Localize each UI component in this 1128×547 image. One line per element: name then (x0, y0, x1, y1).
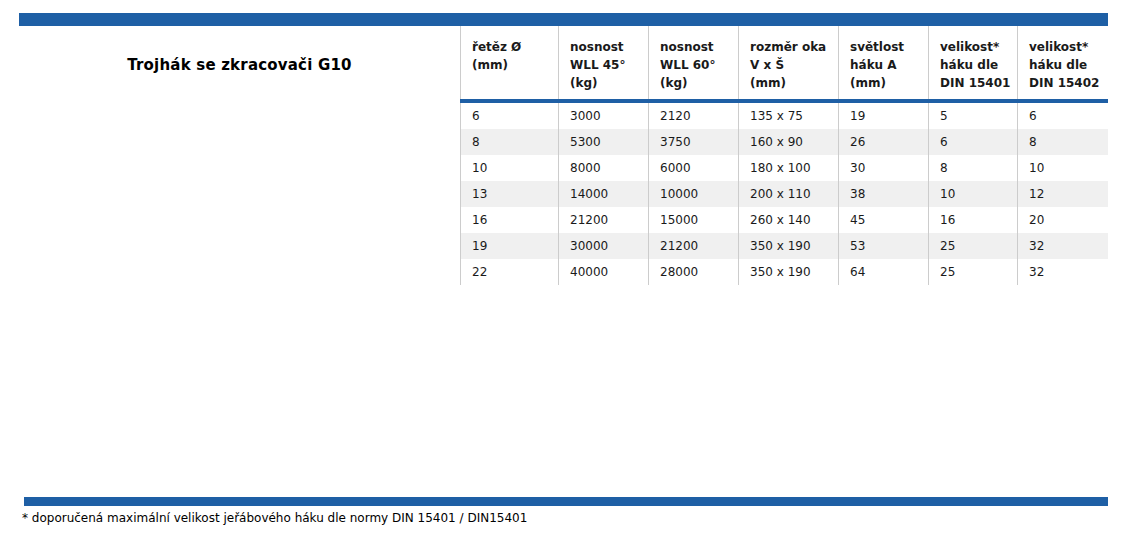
table-cell: 10 (928, 181, 1017, 207)
table-cell: 20 (1017, 207, 1108, 233)
table-row: 162120015000260 x 140451620 (460, 207, 1108, 233)
table-cell: 64 (838, 259, 928, 285)
table-cell: 8 (460, 129, 558, 155)
bottom-accent-bar (24, 497, 1108, 506)
table-row: 853003750160 x 902668 (460, 129, 1108, 155)
table-header-row: řetěz Ø (mm)nosnost WLL 45° (kg)nosnost … (460, 26, 1108, 103)
table-cell: 21200 (558, 207, 648, 233)
table-cell: 350 x 190 (738, 259, 838, 285)
table-cell: 14000 (558, 181, 648, 207)
table-cell: 350 x 190 (738, 233, 838, 259)
table-cell: 8 (1017, 129, 1108, 155)
table-cell: 160 x 90 (738, 129, 838, 155)
table-cell: 6 (1017, 103, 1108, 129)
table-cell: 2120 (648, 103, 738, 129)
table-cell: 260 x 140 (738, 207, 838, 233)
table-cell: 10 (1017, 155, 1108, 181)
column-header: nosnost WLL 60° (kg) (648, 26, 738, 99)
table-cell: 32 (1017, 233, 1108, 259)
title-area: Trojhák se zkracovači G10 (19, 26, 460, 103)
table-row: 630002120135 x 751956 (460, 103, 1108, 129)
table-cell: 10 (460, 155, 558, 181)
table-cell: 3750 (648, 129, 738, 155)
table-cell: 8 (928, 155, 1017, 181)
page: Trojhák se zkracovači G10 řetěz Ø (mm)no… (0, 0, 1128, 547)
table-cell: 135 x 75 (738, 103, 838, 129)
table-cell: 38 (838, 181, 928, 207)
table-cell: 19 (838, 103, 928, 129)
table-cell: 16 (928, 207, 1017, 233)
table-row: 131400010000200 x 110381012 (460, 181, 1108, 207)
table-cell: 26 (838, 129, 928, 155)
table-cell: 8000 (558, 155, 648, 181)
footnote: * doporučená maximální velikost jeřábové… (22, 511, 527, 525)
column-header: řetěz Ø (mm) (460, 26, 558, 99)
table-cell: 6 (460, 103, 558, 129)
table-cell: 3000 (558, 103, 648, 129)
column-header: velikost* háku dle DIN 15402 (1017, 26, 1108, 99)
page-title: Trojhák se zkracovači G10 (127, 56, 352, 74)
table-cell: 45 (838, 207, 928, 233)
table-cell: 53 (838, 233, 928, 259)
table-cell: 180 x 100 (738, 155, 838, 181)
table-cell: 16 (460, 207, 558, 233)
table-row: 1080006000180 x 10030810 (460, 155, 1108, 181)
table-cell: 32 (1017, 259, 1108, 285)
spec-table: řetěz Ø (mm)nosnost WLL 45° (kg)nosnost … (460, 26, 1108, 285)
table-cell: 19 (460, 233, 558, 259)
table-cell: 25 (928, 233, 1017, 259)
column-header: světlost háku A (mm) (838, 26, 928, 99)
table-cell: 28000 (648, 259, 738, 285)
table-cell: 25 (928, 259, 1017, 285)
table-cell: 200 x 110 (738, 181, 838, 207)
column-header: nosnost WLL 45° (kg) (558, 26, 648, 99)
top-accent-bar (19, 13, 1108, 26)
table-cell: 30 (838, 155, 928, 181)
table-cell: 22 (460, 259, 558, 285)
table-cell: 6 (928, 129, 1017, 155)
table-cell: 5 (928, 103, 1017, 129)
table-cell: 30000 (558, 233, 648, 259)
table-cell: 15000 (648, 207, 738, 233)
table-cell: 10000 (648, 181, 738, 207)
table-row: 193000021200350 x 190532532 (460, 233, 1108, 259)
table-cell: 5300 (558, 129, 648, 155)
table-cell: 21200 (648, 233, 738, 259)
table-cell: 6000 (648, 155, 738, 181)
table-cell: 13 (460, 181, 558, 207)
table-cell: 40000 (558, 259, 648, 285)
table-row: 224000028000350 x 190642532 (460, 259, 1108, 285)
column-header: rozměr oka V x Š (mm) (738, 26, 838, 99)
table-cell: 12 (1017, 181, 1108, 207)
column-header: velikost* háku dle DIN 15401 (928, 26, 1017, 99)
